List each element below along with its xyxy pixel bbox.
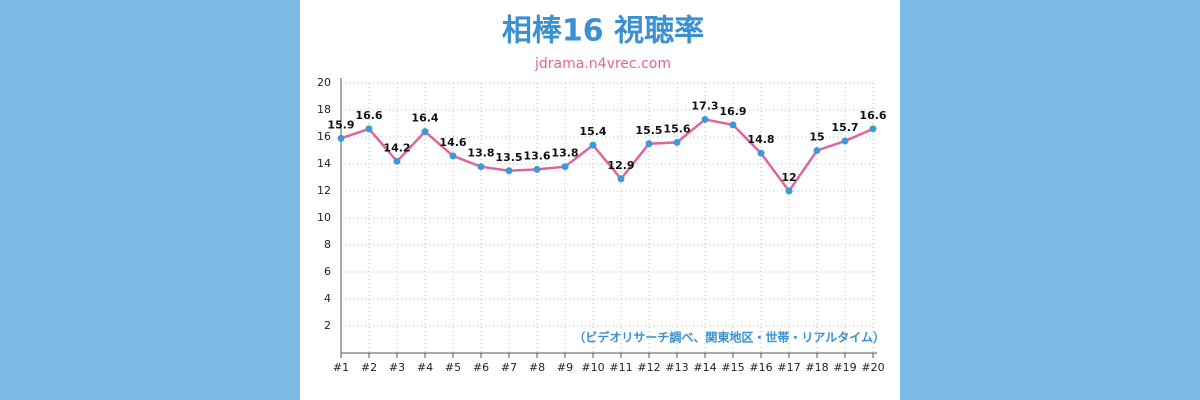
data-label: 16.6: [859, 109, 886, 122]
data-point: [421, 128, 429, 136]
data-point: [673, 138, 681, 146]
data-point: [365, 125, 373, 133]
y-tick-label: 12: [317, 184, 331, 197]
data-label: 14.8: [747, 133, 774, 146]
panel: [300, 0, 900, 400]
data-point: [533, 165, 541, 173]
data-point: [337, 134, 345, 142]
data-point: [449, 152, 457, 160]
chart-title: 相棒16 視聴率: [502, 14, 704, 49]
data-label: 14.2: [383, 141, 410, 154]
data-label: 17.3: [691, 99, 718, 112]
x-tick-label: #2: [361, 361, 377, 374]
x-tick-label: #6: [473, 361, 489, 374]
y-tick-label: 16: [317, 130, 331, 143]
data-label: 15.5: [635, 124, 662, 137]
data-label: 12: [781, 171, 796, 184]
x-tick-label: #9: [557, 361, 573, 374]
data-point: [393, 157, 401, 165]
data-label: 15.6: [663, 122, 690, 135]
data-label: 15.7: [831, 121, 858, 134]
y-tick-label: 8: [324, 238, 331, 251]
data-point: [813, 147, 821, 154]
x-tick-label: #16: [749, 361, 772, 374]
data-point: [477, 163, 485, 171]
series-line: [340, 118, 874, 194]
x-tick-label: #7: [501, 361, 517, 374]
x-tick-label: #12: [637, 361, 660, 374]
data-point: [869, 125, 877, 133]
data-point: [729, 121, 737, 129]
x-tick-label: #1: [333, 361, 349, 374]
data-point: [701, 115, 709, 123]
y-tick-label: 10: [317, 211, 331, 224]
x-tick-label: #17: [777, 361, 800, 374]
data-point: [561, 163, 569, 171]
data-label: 13.5: [495, 151, 522, 164]
x-tick-label: #8: [529, 361, 545, 374]
x-tick-label: #15: [721, 361, 744, 374]
y-tick-label: 2: [324, 319, 331, 332]
x-tick-label: #19: [833, 361, 856, 374]
y-tick-label: 14: [317, 157, 331, 170]
data-label: 12.9: [607, 159, 634, 172]
data-point: [617, 175, 625, 183]
x-tick-label: #18: [805, 361, 828, 374]
data-point: [841, 137, 849, 145]
data-label: 14.6: [439, 136, 466, 149]
annotation: （ビデオリサーチ調べ、関東地区・世帯・リアルタイム）: [573, 330, 885, 345]
data-label: 15: [809, 131, 824, 144]
data-point: [757, 149, 765, 157]
data-label: 13.8: [467, 147, 494, 160]
x-tick-label: #5: [445, 361, 461, 374]
x-tick-label: #11: [609, 361, 632, 374]
data-label: 16.9: [719, 105, 746, 118]
data-label: 13.6: [523, 149, 550, 162]
data-point: [785, 187, 793, 195]
y-tick-label: 4: [324, 292, 331, 305]
x-tick-label: #14: [693, 361, 716, 374]
data-point: [645, 140, 653, 148]
y-tick-label: 6: [324, 265, 331, 278]
y-tick-label: 20: [317, 76, 331, 89]
x-tick-label: #10: [581, 361, 604, 374]
data-point: [505, 167, 513, 175]
data-label: 15.4: [579, 125, 606, 138]
x-tick-label: #3: [389, 361, 405, 374]
data-label: 16.4: [411, 112, 438, 125]
data-label: 15.9: [327, 118, 354, 131]
data-point: [589, 141, 597, 149]
chart-subtitle: jdrama.n4vrec.com: [534, 56, 671, 72]
data-label: 16.6: [355, 109, 382, 122]
data-label: 13.8: [551, 147, 578, 160]
x-tick-label: #20: [861, 361, 884, 374]
x-tick-label: #4: [417, 361, 433, 374]
x-tick-label: #13: [665, 361, 688, 374]
y-tick-label: 18: [317, 103, 331, 116]
